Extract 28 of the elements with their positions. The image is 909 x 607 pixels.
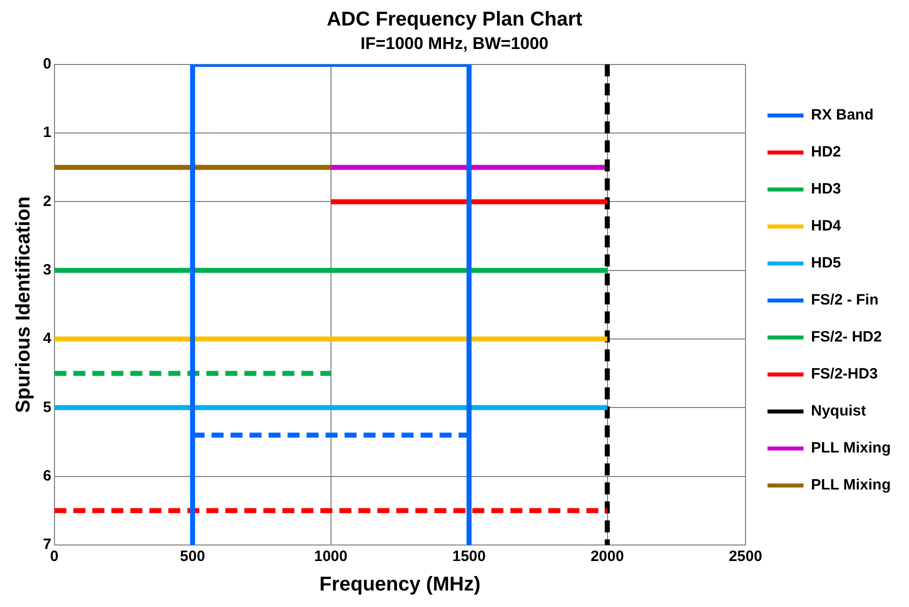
x-tick-label: 2000 <box>590 548 624 566</box>
y-tick-label: 7 <box>43 536 52 554</box>
y-tick-label: 0 <box>43 56 52 73</box>
legend-label: PLL Mixing <box>811 440 891 457</box>
legend-label: PLL Mixing <box>811 476 891 494</box>
y-tick-label: 4 <box>43 330 52 348</box>
legend-label: HD5 <box>811 254 842 272</box>
y-tick-label: 5 <box>43 398 52 416</box>
legend-label: RX Band <box>811 106 874 124</box>
y-tick-label: 3 <box>43 262 52 279</box>
x-tick-label: 500 <box>180 548 206 566</box>
legend-label: HD4 <box>811 218 842 235</box>
y-tick-label: 2 <box>43 192 52 210</box>
chart-subtitle: IF=1000 MHz, BW=1000 <box>360 34 549 53</box>
legend-label: FS/2-HD3 <box>811 366 878 383</box>
legend-label: FS/2- HD2 <box>811 328 882 346</box>
legend-label: HD3 <box>811 180 842 198</box>
y-axis-title: Spurious Identification <box>12 196 35 414</box>
x-tick-label: 1000 <box>314 548 348 566</box>
legend-label: FS/2 - Fin <box>811 292 879 309</box>
y-tick-label: 1 <box>43 124 52 142</box>
chart-title: ADC Frequency Plan Chart <box>326 8 583 31</box>
legend-label: HD2 <box>811 144 842 161</box>
x-tick-label: 1500 <box>452 548 486 566</box>
y-tick-label: 6 <box>43 467 52 484</box>
legend-label: Nyquist <box>811 402 866 420</box>
x-tick-label: 2500 <box>728 548 762 566</box>
x-axis-title: Frequency (MHz) <box>319 574 480 596</box>
